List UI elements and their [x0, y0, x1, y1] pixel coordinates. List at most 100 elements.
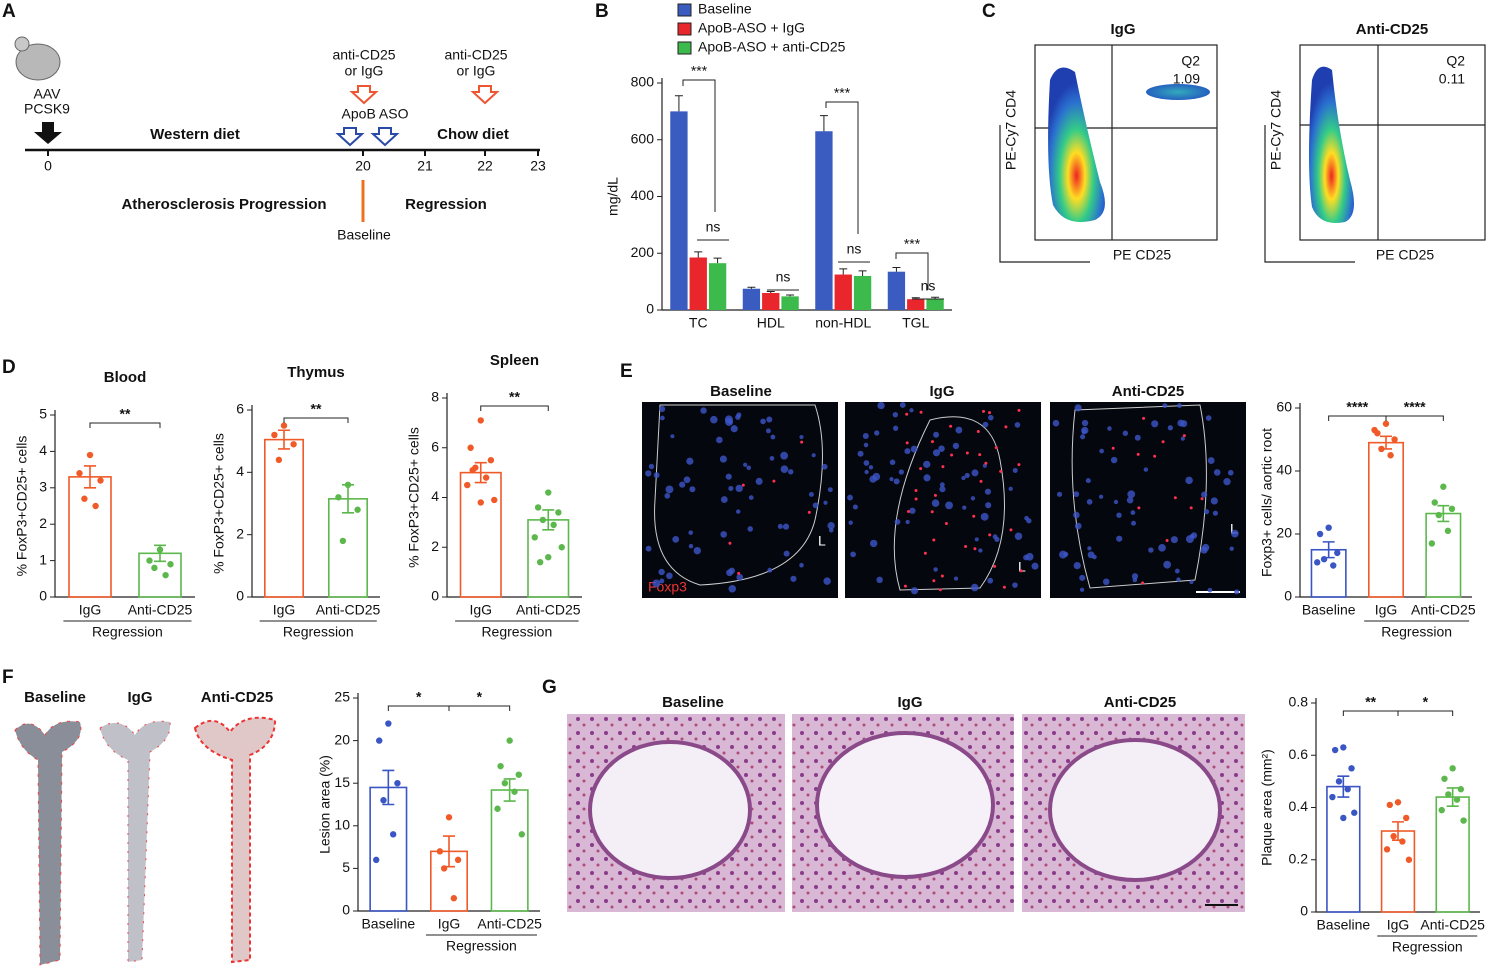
x-tick-label: Anti-CD25 — [1411, 602, 1476, 618]
significance: **** — [1404, 399, 1426, 415]
data-point — [558, 544, 565, 551]
foxp3-cell — [905, 412, 909, 416]
foxp3-cell — [930, 440, 934, 444]
nucleus — [1189, 579, 1194, 585]
foxp3-cell — [932, 538, 936, 542]
nucleus — [1063, 551, 1069, 557]
lumen — [588, 740, 752, 880]
data-point — [501, 780, 509, 787]
bar — [781, 296, 799, 310]
nucleus — [1213, 469, 1221, 476]
error-bar — [474, 461, 487, 484]
x-tick-label: Anti-CD25 — [477, 916, 542, 932]
nucleus — [780, 465, 789, 474]
nucleus — [1170, 536, 1178, 544]
significance: ** — [120, 406, 131, 422]
foxp3-cell — [982, 409, 986, 413]
y-tick-label: 0.8 — [1289, 694, 1309, 710]
bracket — [283, 417, 349, 423]
chart-title: Blood — [104, 369, 147, 386]
nucleus — [909, 408, 914, 413]
x-tick-label: Baseline — [1316, 917, 1370, 933]
foxp3-cell — [950, 453, 954, 457]
x-tick-label: HDL — [757, 315, 785, 331]
timeline-tick-label: 23 — [530, 158, 546, 174]
nucleus — [1151, 420, 1159, 428]
nucleus — [679, 481, 686, 488]
foxp3-cell — [772, 479, 776, 483]
data-point — [464, 481, 471, 489]
y-tick-label: 0.2 — [1289, 850, 1309, 866]
nucleus — [688, 530, 694, 535]
x-tick-label: Baseline — [361, 916, 415, 932]
nucleus — [1132, 577, 1138, 583]
group-label: Regression — [481, 624, 552, 640]
nucleus — [782, 523, 790, 530]
data-point — [1391, 436, 1398, 443]
nucleus — [898, 469, 904, 475]
micrograph — [845, 402, 1041, 598]
data-point — [1320, 556, 1328, 563]
bracket — [387, 705, 450, 711]
nucleus — [939, 486, 946, 493]
nucleus — [984, 488, 992, 495]
data-point — [1329, 793, 1336, 801]
y-tick-label: 6 — [431, 438, 439, 454]
histology-g: Baseline IgG Anti-CD25 — [567, 694, 1245, 912]
error-bar — [819, 115, 828, 132]
quadrant-value: 0.11 — [1439, 71, 1465, 87]
nucleus — [982, 463, 987, 468]
nucleus — [1073, 511, 1080, 519]
bracket — [1342, 710, 1399, 716]
foxp3-cell — [919, 410, 923, 414]
nucleus — [889, 459, 896, 466]
y-tick-label: 20 — [334, 731, 350, 747]
foxp3-cell — [976, 429, 980, 433]
bracket — [1397, 710, 1454, 716]
arrow — [349, 85, 379, 105]
nucleus — [658, 568, 665, 576]
panel-label: E — [620, 361, 633, 382]
foxp3-cell — [800, 440, 804, 444]
x-tick-label: Anti-CD25 — [516, 602, 581, 618]
y-tick-label: 0 — [1284, 588, 1292, 604]
data-point — [335, 494, 342, 501]
foxp3-cell — [1019, 569, 1023, 573]
data-point — [550, 521, 557, 529]
chart-title: Thymus — [287, 364, 345, 381]
significance: * — [416, 689, 422, 705]
nucleus — [877, 401, 885, 410]
foxp3-cell — [914, 497, 918, 501]
nucleus — [728, 485, 734, 491]
bracket — [1385, 415, 1444, 421]
bar — [689, 257, 707, 310]
error-bar — [1437, 504, 1450, 523]
y-axis-label: Plaque area (mm²) — [1259, 749, 1275, 866]
error-bar — [278, 429, 290, 450]
data-point — [1438, 806, 1445, 814]
arrow — [470, 85, 500, 105]
nucleus — [863, 460, 870, 466]
foxp3-cell — [994, 446, 998, 450]
data-point — [280, 422, 288, 429]
group-label: Regression — [92, 624, 163, 640]
nucleus — [666, 572, 673, 580]
foxp3-cell — [940, 574, 944, 578]
nucleus — [700, 407, 707, 414]
nucleus — [868, 465, 874, 470]
x-tick-label: IgG — [79, 602, 102, 618]
nucleus — [808, 491, 814, 497]
nucleus — [1073, 491, 1080, 498]
legend-swatch — [677, 22, 692, 36]
lumen — [815, 731, 995, 879]
y-tick-label: 0 — [39, 588, 47, 604]
nucleus — [653, 472, 660, 479]
nucleus — [1205, 415, 1212, 421]
foxp3-cell — [1017, 408, 1021, 412]
nucleus — [726, 569, 734, 577]
data-point — [376, 737, 383, 744]
nucleus — [1025, 552, 1034, 561]
nucleus — [1212, 510, 1218, 516]
foxp3-cell — [907, 509, 911, 513]
y-axis-label: % FoxP3+CD25+ cells — [211, 433, 227, 574]
